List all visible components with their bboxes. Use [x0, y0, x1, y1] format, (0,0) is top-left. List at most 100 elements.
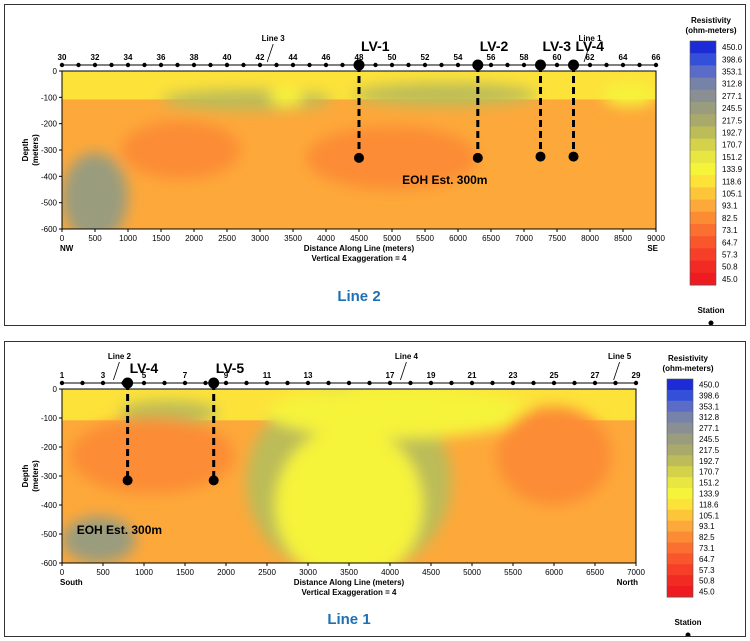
resistivity-anomaly: [62, 152, 128, 229]
station-label: 5: [142, 371, 147, 380]
x-tick-label: 3000: [299, 568, 317, 577]
x-tick-label: 7500: [548, 234, 566, 243]
colorbar-value: 217.5: [699, 446, 720, 455]
station-label: 1: [60, 371, 65, 380]
resistivity-anomaly: [603, 82, 656, 107]
station-marker: [633, 380, 639, 386]
drill-collar: [472, 59, 484, 71]
station-marker: [521, 62, 527, 68]
drill-hole-bottom: [122, 475, 133, 486]
station-marker: [285, 380, 290, 386]
station-marker: [274, 62, 279, 68]
crossing-line-label: Line 2: [108, 352, 132, 361]
x-tick-label: 9000: [647, 234, 665, 243]
station-marker: [408, 380, 413, 386]
colorbar-value: 170.7: [722, 141, 743, 150]
resistivity-field: [62, 389, 636, 563]
station-marker: [76, 62, 81, 68]
x-tick-label: 5500: [504, 568, 522, 577]
station-label: 58: [520, 53, 529, 62]
station-label: 56: [487, 53, 496, 62]
station-marker: [125, 62, 131, 68]
station-marker: [510, 380, 516, 386]
station-label: 27: [591, 371, 600, 380]
colorbar-swatch: [690, 102, 716, 115]
y-tick-label: -400: [41, 501, 58, 510]
chart-title: Line 1: [327, 611, 370, 628]
station-label: 13: [304, 371, 313, 380]
y-tick-label: -600: [41, 559, 58, 568]
y-axis-label-line: Depth: [21, 139, 30, 162]
station-label: 54: [454, 53, 463, 62]
crossing-line-label: Line 4: [395, 352, 419, 361]
resistivity-anomaly: [269, 88, 303, 107]
colorbar-swatch: [690, 248, 716, 262]
colorbar-swatch: [667, 477, 693, 489]
colorbar-value: 82.5: [699, 533, 715, 542]
station-marker: [592, 380, 598, 386]
station-marker: [572, 380, 577, 386]
colorbar-swatch: [667, 575, 693, 587]
station-marker: [367, 380, 372, 386]
station-label: 32: [91, 53, 100, 62]
station-label: 21: [468, 371, 477, 380]
colorbar-swatch: [690, 199, 716, 213]
x-tick-label: 3500: [284, 234, 302, 243]
drill-hole-label: LV-4: [576, 38, 605, 54]
resistivity-anomaly: [161, 89, 333, 111]
x-tick-label: 3500: [340, 568, 358, 577]
drill-hole-label: LV-1: [361, 38, 390, 54]
station-marker: [80, 380, 85, 386]
station-marker: [257, 62, 263, 68]
x-axis-label: Distance Along Line (meters): [304, 244, 415, 253]
line-2-panel: 0 -100 -200 -300 -400 -500 -600 Depth(meters) 0 5…: [4, 4, 746, 326]
colorbar-frame: [689, 40, 717, 286]
colorbar-swatch: [690, 187, 716, 201]
colorbar-value: 133.9: [722, 165, 743, 174]
x-tick-label: 5500: [416, 234, 434, 243]
station-legend-marker: [685, 632, 691, 636]
x-tick-label: 4500: [422, 568, 440, 577]
colorbar-value: 93.1: [722, 202, 738, 211]
station-label: 11: [263, 371, 272, 380]
y-tick-label: -100: [41, 93, 58, 102]
station-marker: [307, 62, 312, 68]
colorbar-swatch: [690, 114, 716, 127]
station-marker: [469, 380, 475, 386]
resistivity-anomaly: [352, 82, 538, 107]
colorbar-value: 245.5: [722, 104, 743, 113]
station-marker: [531, 380, 536, 386]
station-label: 17: [386, 371, 395, 380]
x-tick-label: 2500: [218, 234, 236, 243]
station-marker: [191, 62, 197, 68]
colorbar-swatch: [667, 400, 693, 413]
station-marker: [290, 62, 296, 68]
drill-collar: [122, 377, 134, 389]
station-label: 19: [427, 371, 436, 380]
station-marker: [613, 380, 618, 386]
colorbar-title: Resistivity: [668, 354, 709, 363]
station-marker: [439, 62, 444, 68]
colorbar-value: 398.6: [722, 55, 743, 64]
colorbar-swatch: [667, 389, 693, 402]
colorbar-swatch: [690, 77, 716, 91]
resistivity-anomaly: [121, 121, 241, 179]
station-label: 29: [632, 371, 641, 380]
colorbar-swatch: [690, 236, 716, 249]
x-tick-label: 0: [60, 234, 65, 243]
x-tick-label: 5000: [383, 234, 401, 243]
y-tick-label: -500: [41, 530, 58, 539]
resistivity-anomaly: [471, 115, 590, 164]
colorbar-value: 118.6: [699, 500, 719, 509]
y-tick-label: -300: [41, 472, 58, 481]
vertical-exaggeration-note: Vertical Exaggeration = 4: [312, 254, 407, 263]
station-label: 46: [322, 53, 331, 62]
x-tick-label: 5000: [463, 568, 481, 577]
colorbar-value: 450.0: [722, 43, 743, 52]
x-tick-label: 2000: [185, 234, 203, 243]
end-label-left: NW: [60, 244, 74, 253]
colorbar-value: 450.0: [699, 380, 720, 389]
colorbar-swatch: [667, 379, 693, 391]
colorbar-value: 192.7: [699, 457, 720, 466]
chart-title: Line 2: [337, 288, 380, 305]
